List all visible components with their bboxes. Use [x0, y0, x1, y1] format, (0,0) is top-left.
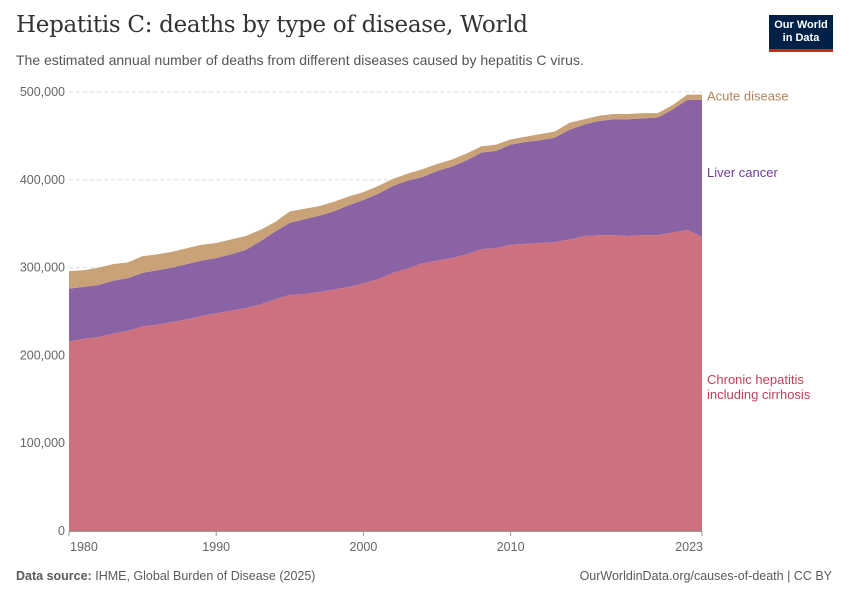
area-liver-cancer — [69, 99, 702, 342]
series-label: Chronic hepatitis — [707, 372, 804, 387]
y-tick-label: 400,000 — [20, 173, 65, 187]
y-tick-label: 300,000 — [20, 261, 65, 275]
y-tick-label: 200,000 — [20, 348, 65, 362]
data-source: Data source: IHME, Global Burden of Dise… — [16, 569, 315, 583]
chart-title: Hepatitis C: deaths by type of disease, … — [16, 12, 528, 38]
series-label: Acute disease — [707, 89, 789, 104]
owid-logo[interactable]: Our World in Data — [769, 15, 833, 52]
y-tick-label: 500,000 — [20, 85, 65, 99]
area-chronic-hepatitis-including-cirrhosis — [69, 229, 702, 531]
y-tick-label: 100,000 — [20, 436, 65, 450]
chart-subtitle: The estimated annual number of deaths fr… — [16, 52, 584, 68]
x-tick-label: 1990 — [202, 540, 230, 554]
data-source-link[interactable]: IHME, Global Burden of Disease (2025) — [95, 569, 316, 583]
x-tick-label: 2023 — [675, 540, 703, 554]
series-label: Liver cancer — [707, 165, 778, 180]
area-acute-disease — [69, 94, 702, 289]
x-tick-label: 2010 — [497, 540, 525, 554]
series-label: including cirrhosis — [707, 387, 811, 402]
x-tick-label: 1980 — [70, 540, 98, 554]
y-tick-label: 0 — [58, 524, 65, 538]
x-tick-label: 2000 — [350, 540, 378, 554]
data-source-label: Data source: — [16, 569, 92, 583]
url-license[interactable]: OurWorldinData.org/causes-of-death | CC … — [579, 569, 832, 583]
